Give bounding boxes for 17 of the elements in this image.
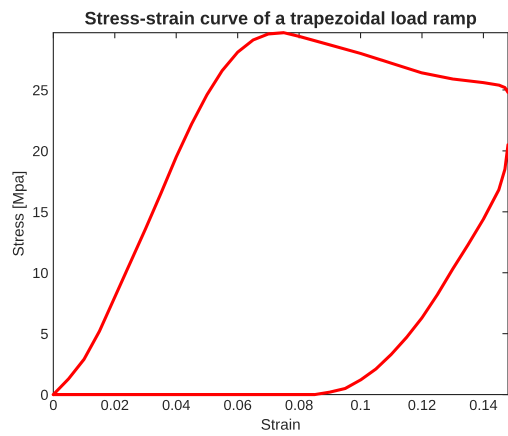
y-tick-label: 25 (32, 85, 48, 96)
x-tick-label: 0 (50, 400, 57, 410)
x-tick-label: 0.1 (350, 400, 370, 410)
x-tick-label: 0.08 (285, 400, 313, 410)
y-axis-title: Stress [Mpa] (12, 172, 27, 256)
y-tick-label: 5 (40, 328, 48, 340)
x-tick-label: 0.14 (470, 400, 498, 410)
x-axis-title: Strain (261, 418, 300, 430)
x-tick-label: 0.04 (162, 400, 190, 410)
x-tick-label: 0.02 (101, 400, 128, 410)
y-tick-label: 15 (33, 207, 48, 218)
x-tick-label: 0.06 (224, 400, 252, 410)
y-tick-label: 10 (33, 268, 48, 278)
y-tick-label: 0 (40, 390, 48, 400)
y-tick-label: 20 (32, 146, 48, 156)
chart-title: Stress-strain curve of a trapezoidal load ramp (85, 11, 476, 28)
x-tick-label: 0.12 (408, 400, 436, 410)
